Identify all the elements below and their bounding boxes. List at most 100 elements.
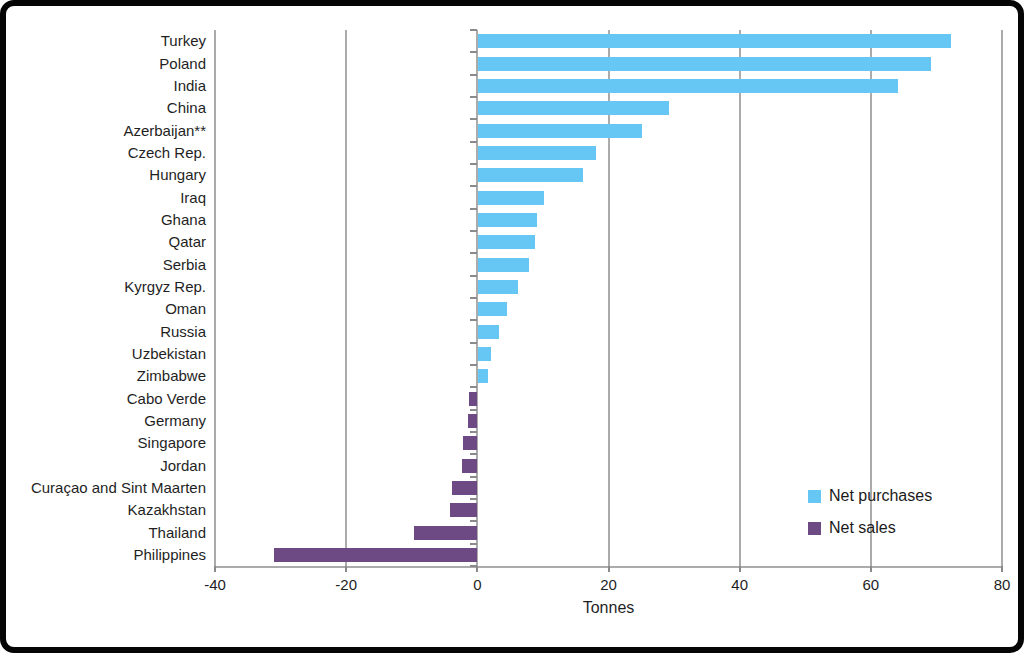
x-tick-mark-60 [870, 566, 872, 572]
x-tick-label-20: 20 [600, 576, 617, 593]
bar-uzbekistan [478, 347, 490, 361]
x-tick-mark-80 [1001, 566, 1003, 572]
category-tick [470, 342, 477, 344]
x-tick-label--40: -40 [204, 576, 226, 593]
bar-oman [478, 302, 507, 316]
bar-singapore [463, 436, 477, 450]
category-label-singapore: Singapore [6, 432, 206, 454]
category-tick [470, 386, 477, 388]
bar-india [478, 79, 898, 93]
bar-cabo-verde [469, 392, 477, 406]
category-label-qatar: Qatar [6, 231, 206, 253]
bar-cura-ao-and-sint-maarten [452, 481, 478, 495]
bar-azerbaijan [478, 124, 642, 138]
category-label-uzbekistan: Uzbekistan [6, 343, 206, 365]
category-label-philippines: Philippines [6, 544, 206, 566]
bar-kyrgyz-rep [478, 280, 517, 294]
category-tick [470, 498, 477, 500]
category-tick [470, 252, 477, 254]
category-tick [470, 476, 477, 478]
category-label-poland: Poland [6, 53, 206, 75]
gridline-60 [870, 30, 872, 566]
bar-zimbabwe [478, 369, 488, 383]
x-tick-mark-20 [608, 566, 610, 572]
category-tick [470, 275, 477, 277]
category-tick [470, 185, 477, 187]
bar-qatar [478, 235, 534, 249]
category-label-cura-ao-and-sint-maarten: Curaçao and Sint Maarten [6, 477, 206, 499]
category-tick [470, 230, 477, 232]
category-tick [470, 543, 477, 545]
legend-item-net-sales: Net sales [808, 519, 932, 537]
category-tick [470, 431, 477, 433]
category-tick [470, 51, 477, 53]
bar-russia [478, 325, 499, 339]
bar-philippines [274, 548, 477, 562]
legend-item-net-purchases: Net purchases [808, 487, 932, 505]
bar-poland [478, 57, 931, 71]
category-tick [470, 163, 477, 165]
bar-jordan [462, 459, 478, 473]
x-tick-label--20: -20 [335, 576, 357, 593]
x-tick-mark-40 [739, 566, 741, 572]
legend: Net purchases Net sales [808, 487, 932, 551]
legend-swatch-net-purchases [808, 490, 821, 503]
legend-swatch-net-sales [808, 522, 821, 535]
category-tick [470, 364, 477, 366]
category-label-jordan: Jordan [6, 455, 206, 477]
category-tick [470, 520, 477, 522]
plot-area [215, 30, 1002, 566]
bar-chart: TurkeyPolandIndiaChinaAzerbaijan**Czech … [0, 0, 1024, 653]
bar-thailand [414, 526, 477, 540]
category-label-iraq: Iraq [6, 187, 206, 209]
category-label-kyrgyz-rep: Kyrgyz Rep. [6, 276, 206, 298]
gridline--20 [345, 30, 347, 566]
category-label-turkey: Turkey [6, 30, 206, 52]
gridline-80 [1001, 30, 1003, 566]
category-tick [470, 409, 477, 411]
gridline-40 [739, 30, 741, 566]
x-tick-mark--40 [214, 566, 216, 572]
bar-iraq [478, 191, 544, 205]
category-label-germany: Germany [6, 410, 206, 432]
category-label-czech-rep: Czech Rep. [6, 142, 206, 164]
category-label-oman: Oman [6, 298, 206, 320]
category-label-ghana: Ghana [6, 209, 206, 231]
category-label-serbia: Serbia [6, 254, 206, 276]
x-tick-label-80: 80 [994, 576, 1011, 593]
x-axis-title: Tonnes [215, 599, 1002, 617]
category-label-thailand: Thailand [6, 522, 206, 544]
category-label-azerbaijan: Azerbaijan** [6, 120, 206, 142]
category-label-cabo-verde: Cabo Verde [6, 388, 206, 410]
x-tick-mark--20 [345, 566, 347, 572]
category-tick [470, 118, 477, 120]
category-label-russia: Russia [6, 321, 206, 343]
category-tick [470, 297, 477, 299]
category-label-kazakhstan: Kazakhstan [6, 499, 206, 521]
bar-turkey [478, 34, 950, 48]
bar-china [478, 101, 668, 115]
gridline--40 [214, 30, 216, 566]
bar-serbia [478, 258, 528, 272]
bar-germany [468, 414, 477, 428]
category-tick [470, 319, 477, 321]
x-tick-label-40: 40 [731, 576, 748, 593]
legend-label: Net sales [829, 519, 896, 537]
category-tick [470, 565, 477, 567]
category-tick [470, 29, 477, 31]
category-tick [470, 453, 477, 455]
bar-kazakhstan [450, 503, 478, 517]
category-tick [470, 74, 477, 76]
category-tick [470, 208, 477, 210]
legend-label: Net purchases [829, 487, 932, 505]
category-axis: TurkeyPolandIndiaChinaAzerbaijan**Czech … [6, 30, 206, 566]
category-label-hungary: Hungary [6, 164, 206, 186]
category-tick [470, 96, 477, 98]
category-label-zimbabwe: Zimbabwe [6, 365, 206, 387]
bar-czech-rep [478, 146, 596, 160]
x-tick-label-60: 60 [862, 576, 879, 593]
bar-hungary [478, 168, 583, 182]
category-label-china: China [6, 97, 206, 119]
bar-ghana [478, 213, 537, 227]
category-label-india: India [6, 75, 206, 97]
